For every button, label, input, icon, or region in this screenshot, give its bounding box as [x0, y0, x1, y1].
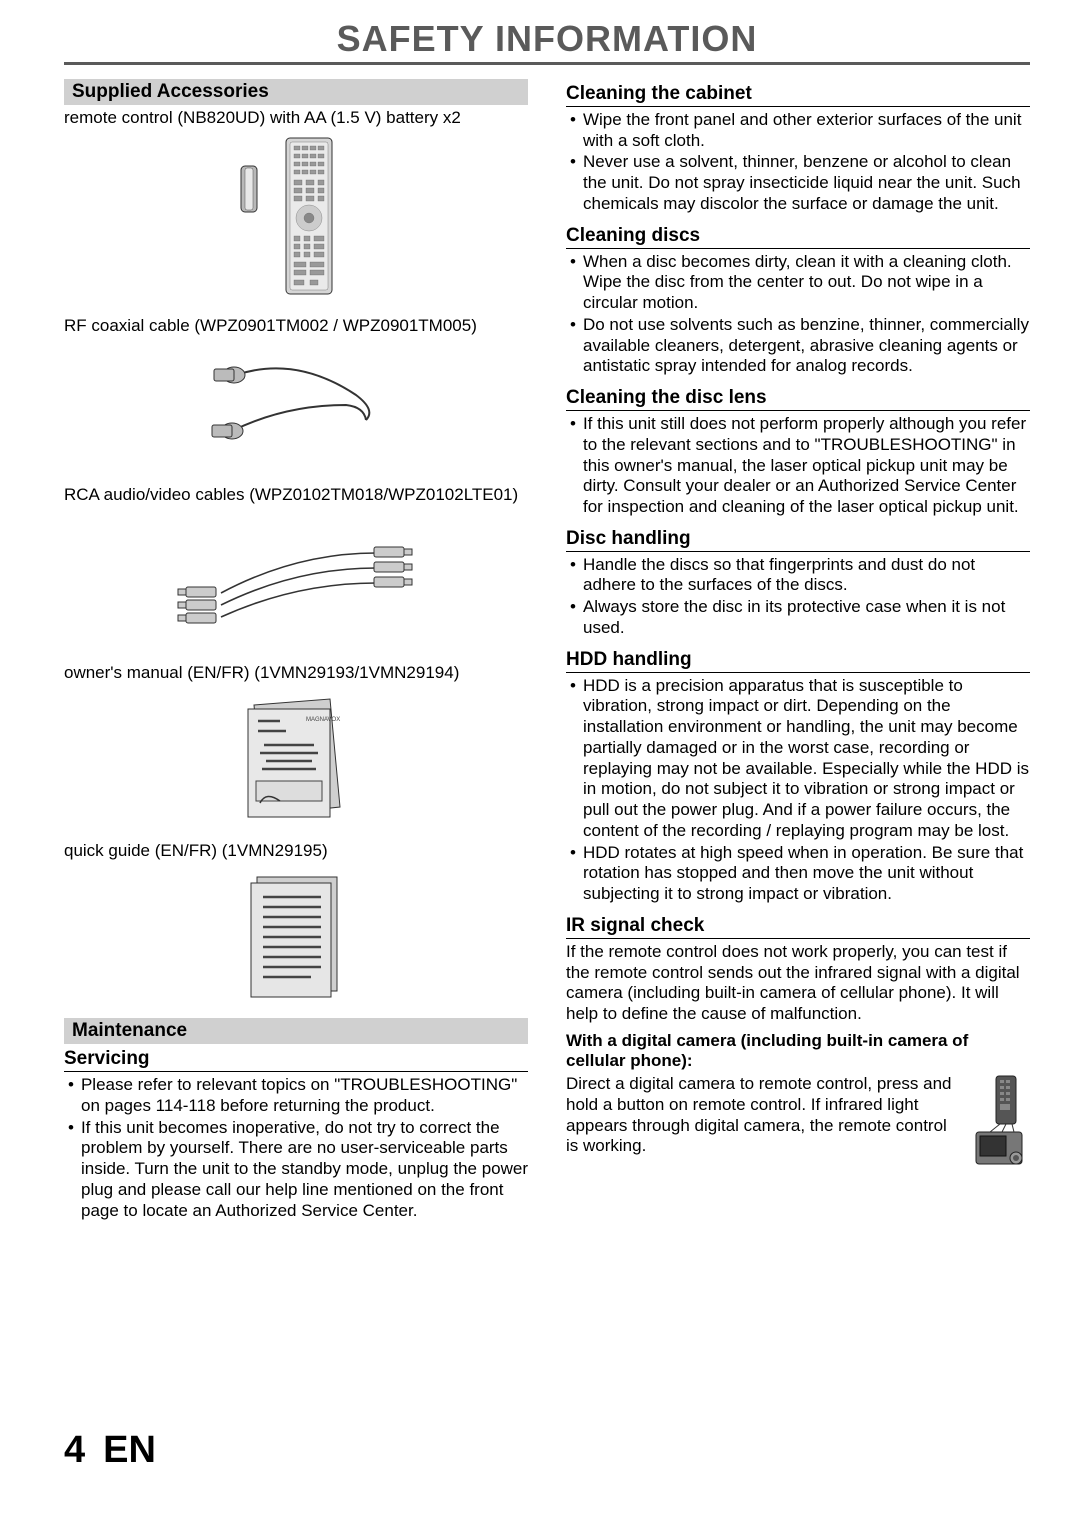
list-item: Wipe the front panel and other exterior … — [566, 110, 1030, 151]
cabinet-list: Wipe the front panel and other exterior … — [566, 110, 1030, 215]
cleaning-discs-header: Cleaning discs — [566, 225, 1030, 249]
page-footer: 4 EN — [64, 1429, 156, 1472]
list-item: If this unit still does not perform prop… — [566, 414, 1030, 518]
page-number: 4 — [64, 1429, 85, 1471]
remote-control-icon — [236, 136, 356, 296]
disc-handling-list: Handle the discs so that fingerprints an… — [566, 555, 1030, 639]
ir-bold-text: With a digital camera (including built-i… — [566, 1031, 1030, 1072]
right-column: Cleaning the cabinet Wipe the front pane… — [566, 79, 1030, 1231]
accessory-manual: owner's manual (EN/FR) (1VMN29193/1VMN29… — [64, 662, 528, 826]
disc-handling-header: Disc handling — [566, 528, 1030, 552]
left-column: Supplied Accessories remote control (NB8… — [64, 79, 528, 1231]
hdd-list: HDD is a precision apparatus that is sus… — [566, 676, 1030, 905]
accessory-label: RCA audio/video cables (WPZ0102TM018/WPZ… — [64, 484, 528, 505]
list-item: Handle the discs so that fingerprints an… — [566, 555, 1030, 596]
accessory-quickguide: quick guide (EN/FR) (1VMN29195) — [64, 840, 528, 1004]
list-item: If this unit becomes inoperative, do not… — [64, 1118, 528, 1222]
servicing-header: Servicing — [64, 1048, 528, 1072]
camera-remote-icon — [970, 1074, 1030, 1174]
accessory-label: owner's manual (EN/FR) (1VMN29193/1VMN29… — [64, 662, 528, 683]
discs-list: When a disc becomes dirty, clean it with… — [566, 252, 1030, 377]
page-lang: EN — [103, 1429, 156, 1471]
owners-manual-icon: MAGNAVOX — [236, 691, 356, 821]
accessory-label: quick guide (EN/FR) (1VMN29195) — [64, 840, 528, 861]
list-item: Do not use solvents such as benzine, thi… — [566, 315, 1030, 377]
servicing-list: Please refer to relevant topics on "TROU… — [64, 1075, 528, 1221]
list-item: Always store the disc in its protective … — [566, 597, 1030, 638]
accessory-label: RF coaxial cable (WPZ0901TM002 / WPZ0901… — [64, 315, 528, 336]
hdd-handling-header: HDD handling — [566, 649, 1030, 673]
accessory-remote: remote control (NB820UD) with AA (1.5 V)… — [64, 107, 528, 301]
quick-guide-icon — [241, 869, 351, 999]
list-item: Please refer to relevant topics on "TROU… — [64, 1075, 528, 1116]
list-item: HDD rotates at high speed when in operat… — [566, 843, 1030, 905]
list-item: Never use a solvent, thinner, benzene or… — [566, 152, 1030, 214]
page-title: SAFETY INFORMATION — [64, 18, 1030, 65]
ir-intro-text: If the remote control does not work prop… — [566, 942, 1030, 1025]
accessory-rca: RCA audio/video cables (WPZ0102TM018/WPZ… — [64, 484, 528, 648]
maintenance-header: Maintenance — [64, 1018, 528, 1044]
accessory-label: remote control (NB820UD) with AA (1.5 V)… — [64, 107, 528, 128]
list-item: When a disc becomes dirty, clean it with… — [566, 252, 1030, 314]
accessory-coax: RF coaxial cable (WPZ0901TM002 / WPZ0901… — [64, 315, 528, 469]
ir-body-text: Direct a digital camera to remote contro… — [566, 1074, 960, 1157]
cleaning-lens-header: Cleaning the disc lens — [566, 387, 1030, 411]
lens-list: If this unit still does not perform prop… — [566, 414, 1030, 518]
rca-cable-icon — [166, 513, 426, 643]
list-item: HDD is a precision apparatus that is sus… — [566, 676, 1030, 842]
supplied-accessories-header: Supplied Accessories — [64, 79, 528, 105]
ir-signal-header: IR signal check — [566, 915, 1030, 939]
cleaning-cabinet-header: Cleaning the cabinet — [566, 83, 1030, 107]
svg-text:MAGNAVOX: MAGNAVOX — [306, 717, 340, 723]
coaxial-cable-icon — [186, 345, 406, 465]
